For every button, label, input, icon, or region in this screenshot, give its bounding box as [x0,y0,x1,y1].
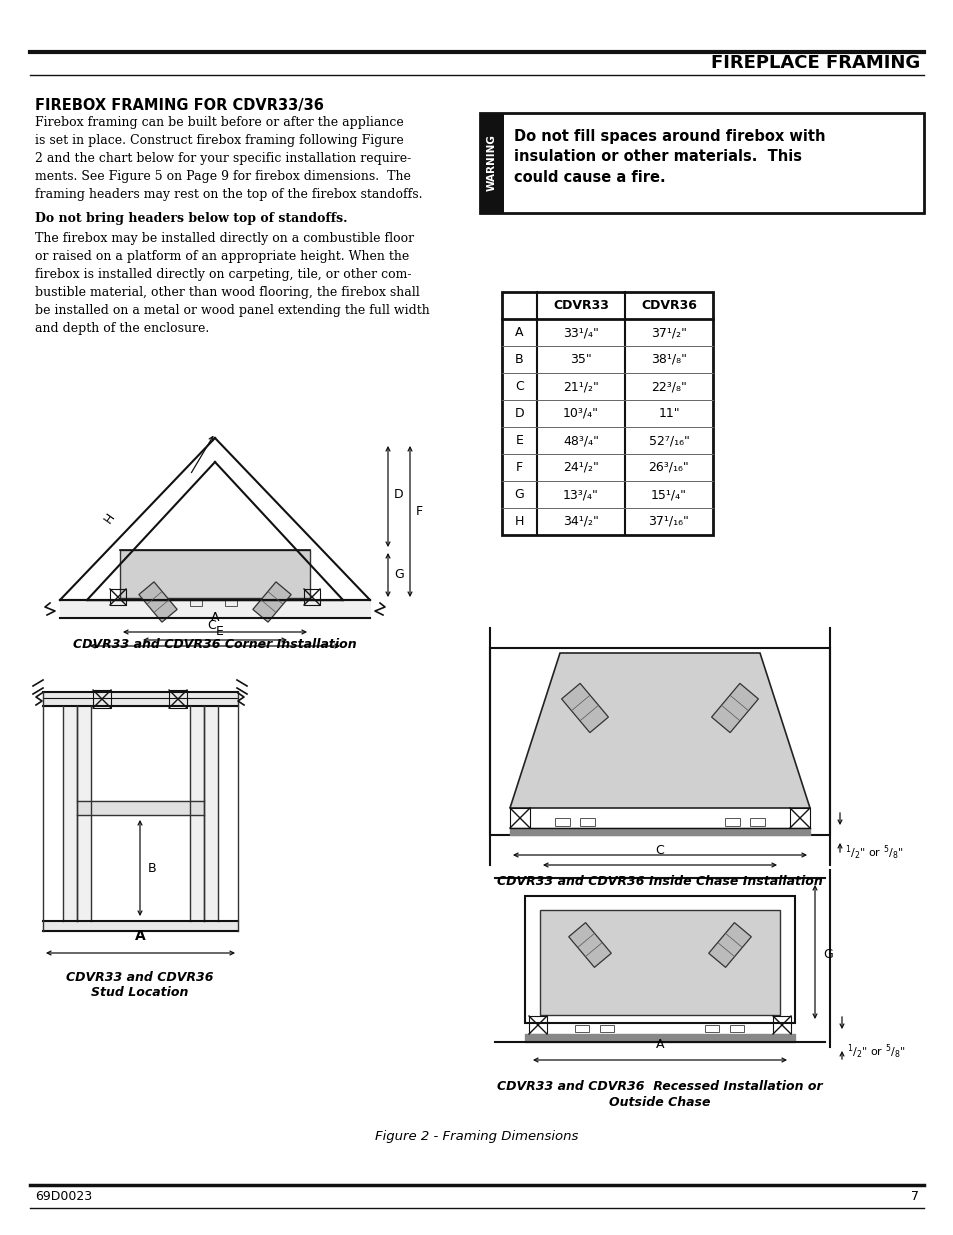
Bar [154,600,167,606]
Bar [575,1025,588,1032]
Bar [539,910,780,1015]
Text: CDVR33 and CDVR36  Recessed Installation or: CDVR33 and CDVR36 Recessed Installation … [497,1079,821,1093]
Bar [190,600,202,606]
Bar [704,1025,719,1032]
Bar [260,600,272,606]
Text: 13³/₄": 13³/₄" [562,488,598,501]
Text: 26³/₁₆": 26³/₁₆" [648,461,689,474]
Text: CDVR33: CDVR33 [553,299,608,312]
Text: C: C [655,844,663,857]
Bar [169,690,187,708]
Bar [729,1025,743,1032]
Text: F: F [516,461,522,474]
Bar [555,818,569,826]
Text: Outside Chase: Outside Chase [609,1095,710,1109]
Text: 69D0023: 69D0023 [35,1189,92,1203]
Text: 52⁷/₁₆": 52⁷/₁₆" [648,433,689,447]
Text: FIREPLACE FRAMING: FIREPLACE FRAMING [710,54,919,72]
Text: The firebox may be installed directly on a combustible floor
or raised on a plat: The firebox may be installed directly on… [35,232,429,335]
Polygon shape [568,923,611,967]
Text: B: B [148,862,156,874]
Text: Stud Location: Stud Location [91,986,189,999]
Bar [490,648,829,835]
Text: 37¹/₂": 37¹/₂" [650,326,686,338]
Text: H: H [102,510,118,526]
Bar [225,600,236,606]
Text: Do not bring headers below top of standoffs.: Do not bring headers below top of stando… [35,212,347,225]
Bar [749,818,764,826]
Text: 48³/₄": 48³/₄" [562,433,598,447]
Text: CDVR33 and CDVR36: CDVR33 and CDVR36 [66,971,213,984]
Polygon shape [253,582,291,622]
Text: 10³/₄": 10³/₄" [562,408,598,420]
Polygon shape [711,683,758,732]
Bar [579,818,595,826]
Text: Do not fill spaces around firebox with
insulation or other materials.  This
coul: Do not fill spaces around firebox with i… [514,128,824,185]
Text: 35": 35" [570,353,591,366]
Text: 21¹/₂": 21¹/₂" [562,380,598,393]
Text: 15¹/₄": 15¹/₄" [650,488,686,501]
Bar [529,1016,546,1034]
Text: Figure 2 - Framing Dimensions: Figure 2 - Framing Dimensions [375,1130,578,1144]
Bar [479,112,923,212]
Bar [524,897,794,1023]
Text: 22³/₈": 22³/₈" [650,380,686,393]
Text: FIREBOX FRAMING FOR CDVR33/36: FIREBOX FRAMING FOR CDVR33/36 [35,98,323,112]
Text: $^{1}$/$_{2}$" or $^{5}$/$_{8}$": $^{1}$/$_{2}$" or $^{5}$/$_{8}$" [846,1042,904,1061]
Polygon shape [708,923,751,967]
Bar [724,818,740,826]
Bar [120,550,310,598]
Bar [510,808,530,827]
Polygon shape [561,683,608,732]
Text: D: D [394,488,403,500]
Text: Firebox framing can be built before or after the appliance
is set in place. Cons: Firebox framing can be built before or a… [35,116,422,201]
Text: G: G [514,488,524,501]
Text: $^{1}$/$_{2}$" or $^{5}$/$_{8}$": $^{1}$/$_{2}$" or $^{5}$/$_{8}$" [844,844,902,862]
Bar [789,808,809,827]
Text: E: E [515,433,523,447]
Bar [599,1025,614,1032]
Polygon shape [139,582,177,622]
Text: C: C [207,619,215,632]
Text: 33¹/₄": 33¹/₄" [562,326,598,338]
Text: F: F [416,505,423,517]
Text: E: E [215,625,224,638]
Text: CDVR33 and CDVR36 Corner Installation: CDVR33 and CDVR36 Corner Installation [73,638,356,651]
Text: C: C [515,380,523,393]
Text: G: G [822,948,832,962]
Bar [304,589,319,605]
Text: A: A [515,326,523,338]
Text: WARNING: WARNING [486,135,497,191]
Text: CDVR33 and CDVR36 Inside Chase Installation: CDVR33 and CDVR36 Inside Chase Installat… [497,876,822,888]
Text: G: G [394,568,403,582]
Text: 24¹/₂": 24¹/₂" [562,461,598,474]
Bar [110,589,126,605]
Bar [501,291,712,535]
Bar [772,1016,790,1034]
Text: 38¹/₈": 38¹/₈" [650,353,686,366]
Text: 7: 7 [910,1189,918,1203]
Text: 34¹/₂": 34¹/₂" [562,515,598,529]
Text: A: A [134,929,145,944]
Text: A: A [655,1037,663,1051]
Text: A: A [211,611,219,624]
Text: 37¹/₁₆": 37¹/₁₆" [648,515,689,529]
Text: 11": 11" [658,408,679,420]
Text: H: H [515,515,523,529]
Text: B: B [515,353,523,366]
Bar [479,112,503,212]
Text: D: D [515,408,524,420]
Text: CDVR36: CDVR36 [640,299,697,312]
Bar [92,690,111,708]
Polygon shape [510,653,809,808]
